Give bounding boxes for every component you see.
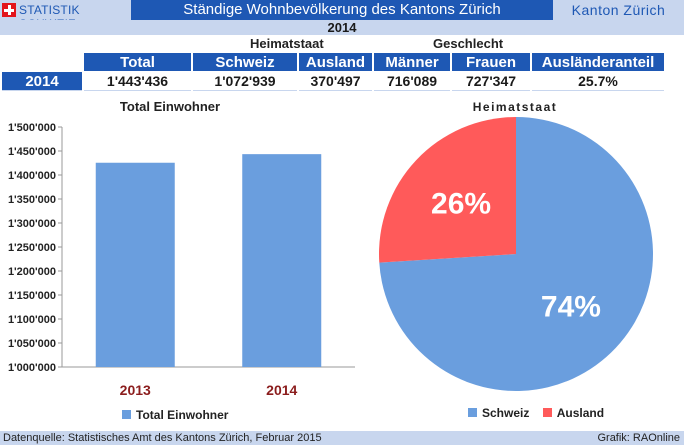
year-banner: 2014 <box>0 20 684 35</box>
x-tick-label-2013: 2013 <box>120 382 151 398</box>
header-cell-total: Total <box>84 53 191 71</box>
group-label-geschlecht: Geschlecht <box>433 36 504 51</box>
header-cell-ausland: Ausland <box>299 53 372 71</box>
cell-auslaenderanteil: 25.7% <box>532 72 664 91</box>
bar-2014 <box>242 154 322 367</box>
pie-label-ausland: 26% <box>431 187 491 220</box>
canton-label: Kanton Zürich <box>553 0 684 20</box>
header-cell-frauen: Frauen <box>452 53 530 71</box>
legend-item-ausland: Ausland <box>542 406 605 420</box>
y-tick-label: 1'100'000 <box>8 314 56 326</box>
y-tick-label: 1'000'000 <box>8 362 56 374</box>
y-tick-label: 1'500'000 <box>8 122 56 134</box>
y-tick-label: 1'450'000 <box>8 146 56 158</box>
bar-2013 <box>95 162 175 367</box>
pie-label-schweiz: 74% <box>541 291 601 324</box>
swiss-cross-icon <box>2 3 16 17</box>
header-cell-auslaenderanteil: Ausländeranteil <box>532 53 664 71</box>
pie-slice-ausland <box>379 117 516 263</box>
cell-frauen: 727'347 <box>452 72 530 91</box>
cell-maenner: 716'089 <box>374 72 450 91</box>
y-tick-label: 1'300'000 <box>8 218 56 230</box>
y-tick-label: 1'400'000 <box>8 170 56 182</box>
bar-chart-legend: Total Einwohner <box>122 408 228 422</box>
table-header-row: Total Schweiz Ausland Männer Frauen Ausl… <box>2 53 664 71</box>
cell-total: 1'443'436 <box>84 72 191 91</box>
pie-chart-title: Heimatstaat <box>472 100 558 114</box>
header-cell-schweiz: Schweiz <box>193 53 297 71</box>
legend-label-ausland: Ausland <box>556 406 605 420</box>
cell-ausland: 370'497 <box>299 72 372 91</box>
graphic-credit: Grafik: RAOnline <box>597 432 680 444</box>
population-table: Total Schweiz Ausland Männer Frauen Ausl… <box>0 52 666 92</box>
legend-swatch-ausland <box>542 408 552 417</box>
legend-label-total: Total Einwohner <box>136 408 229 422</box>
bar-chart-title: Total Einwohner <box>119 99 221 114</box>
row-year-cell: 2014 <box>2 72 82 91</box>
cell-schweiz: 1'072'939 <box>193 72 297 91</box>
header-cell-maenner: Männer <box>374 53 450 71</box>
y-tick-label: 1'200'000 <box>8 266 56 278</box>
y-tick-label: 1'150'000 <box>8 290 56 302</box>
legend-label-schweiz: Schweiz <box>482 406 530 420</box>
pie-slice-schweiz <box>379 117 653 391</box>
data-source: Datenquelle: Statistisches Amt des Kanto… <box>3 432 322 444</box>
y-tick-label: 1'350'000 <box>8 194 56 206</box>
table-row: 2014 1'443'436 1'072'939 370'497 716'089… <box>2 72 664 91</box>
header-bar: STATISTIK SCHWEIZ Ständige Wohnbevölkeru… <box>0 0 684 31</box>
pie-chart-legend: Schweiz Ausland <box>468 406 614 420</box>
page-title: Ständige Wohnbevölkerung des Kantons Zür… <box>183 1 501 18</box>
legend-swatch-total <box>122 410 131 419</box>
footer-bar: Datenquelle: Statistisches Amt des Kanto… <box>0 431 684 445</box>
group-label-heimatstaat: Heimatstaat <box>250 36 324 51</box>
legend-item-schweiz: Schweiz <box>468 406 529 420</box>
y-tick-label: 1'250'000 <box>8 242 56 254</box>
y-tick-label: 1'050'000 <box>8 338 56 350</box>
x-tick-label-2014: 2014 <box>266 382 297 398</box>
legend-swatch-schweiz <box>468 408 477 417</box>
